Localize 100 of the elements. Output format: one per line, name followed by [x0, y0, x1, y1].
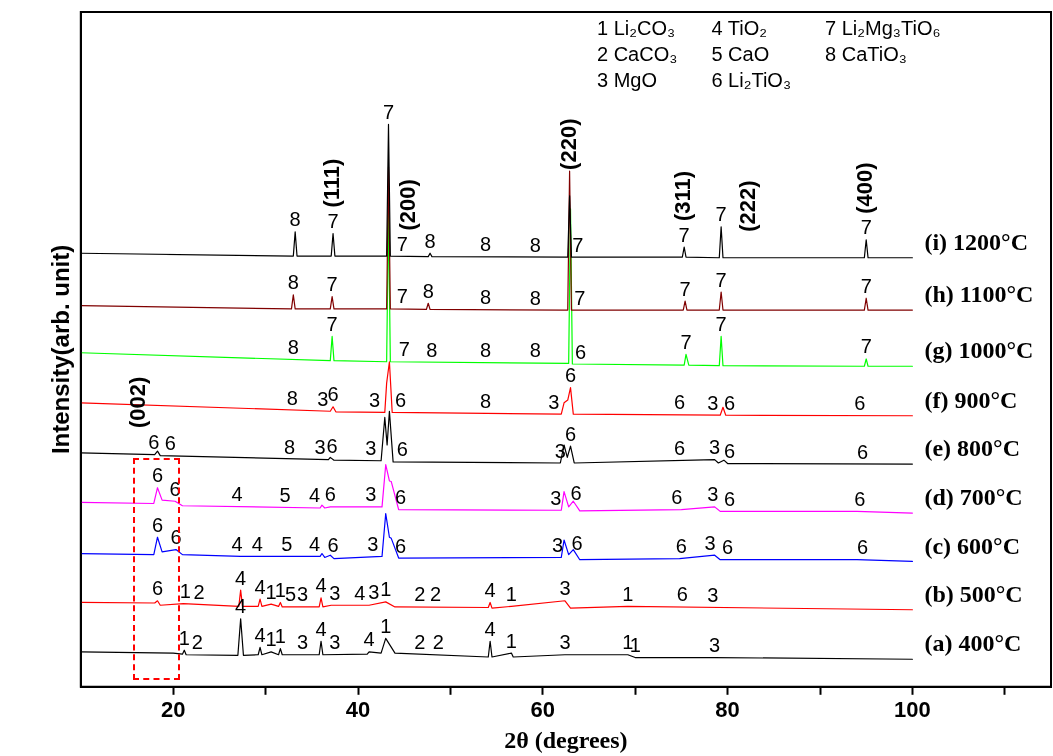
- series-label: (b) 500°C: [924, 580, 1023, 607]
- annotation: 6: [394, 388, 407, 411]
- annotation: 3: [552, 533, 564, 556]
- annotation: 5: [281, 532, 293, 555]
- annotation: 3: [548, 390, 560, 413]
- annotation: 6: [148, 431, 160, 454]
- annotation: 6: [854, 487, 866, 510]
- annotation: 6: [326, 435, 338, 458]
- annotation: 7: [572, 233, 584, 256]
- annotation: 5: [279, 483, 291, 506]
- annotation: 5: [284, 583, 297, 606]
- annotation: 6: [575, 340, 587, 363]
- annotation: 4: [235, 566, 247, 589]
- text: 4 TiO₂: [711, 17, 768, 41]
- annotation: 3: [365, 437, 377, 460]
- annotation: 3: [317, 387, 329, 410]
- annotation: 8: [479, 285, 492, 308]
- annotation: 6: [570, 481, 582, 504]
- annotation: 6: [723, 440, 736, 463]
- annotation: 8: [424, 229, 436, 252]
- annotation: 3: [559, 577, 571, 600]
- annotation: 7: [679, 277, 691, 300]
- annotation: 1: [622, 582, 634, 605]
- x-tick-label: 20: [160, 697, 186, 723]
- annotation: 2: [430, 583, 442, 606]
- text: 3 MgO: [597, 69, 659, 93]
- series-label: (e) 800°C: [924, 435, 1020, 462]
- annotation: 6: [151, 513, 164, 536]
- annotation: 6: [394, 534, 407, 557]
- annotation: 8: [529, 339, 541, 362]
- annotation: 3: [314, 436, 326, 459]
- annotation: 2: [414, 583, 426, 606]
- annotation: 2: [191, 631, 203, 654]
- x-tick-label: 60: [530, 697, 556, 723]
- annotation: 7: [715, 203, 727, 226]
- annotation: 7: [396, 232, 408, 255]
- annotation: 8: [479, 233, 492, 256]
- annotation: 3: [365, 483, 377, 506]
- series-label: (c) 600°C: [924, 532, 1020, 559]
- annotation: 3: [709, 634, 721, 657]
- annotation: 6: [856, 536, 869, 559]
- annotation: 1: [505, 582, 517, 605]
- annotation: 7: [382, 100, 395, 123]
- annotation: 7: [860, 274, 872, 297]
- text: 2 CaCO₃: [597, 43, 678, 67]
- annotation: 6: [676, 583, 688, 606]
- text: 8 CaTiO₃: [825, 43, 908, 67]
- series-label: (h) 1100°C: [924, 281, 1034, 308]
- annotation: 4: [484, 617, 496, 640]
- annotation: 8: [287, 271, 299, 294]
- annotation: 3: [707, 584, 719, 607]
- annotation: 7: [678, 223, 690, 246]
- series-label: (a) 400°C: [924, 630, 1022, 657]
- annotation: 3: [369, 388, 381, 411]
- annotation: 3: [707, 391, 719, 414]
- annotation: 7: [574, 286, 586, 309]
- annotation: 6: [722, 536, 734, 559]
- annotation: 4: [315, 574, 327, 597]
- annotation: 6: [854, 392, 866, 415]
- annotation: 4: [254, 623, 266, 646]
- x-tick-label: 100: [894, 697, 931, 723]
- x-axis-title: 2θ (degrees): [504, 726, 628, 753]
- annotation: 6: [327, 383, 339, 406]
- annotation: 3: [550, 486, 562, 509]
- annotation: 4: [231, 532, 243, 555]
- y-axis-title: Intensity(arb. unit): [47, 244, 75, 455]
- annotation: 7: [327, 210, 339, 233]
- annotation: 7: [860, 216, 872, 239]
- annotation: 6: [151, 464, 164, 487]
- annotation: 4: [231, 483, 243, 506]
- annotation: 8: [479, 339, 492, 362]
- annotation: 1: [179, 580, 191, 603]
- annotation: 8: [529, 233, 541, 256]
- annotation: 8: [529, 286, 541, 309]
- annotation: 6: [723, 487, 736, 510]
- annotation: 4: [484, 578, 496, 601]
- annotation: 6: [164, 432, 176, 455]
- annotation: 7: [715, 268, 727, 291]
- annotation: 8: [426, 338, 438, 361]
- annotation: 8: [289, 208, 301, 231]
- annotation: 6: [723, 391, 736, 414]
- series-label: (g) 1000°C: [924, 337, 1034, 364]
- annotation: 1: [178, 626, 190, 649]
- annotation: 4: [309, 484, 321, 507]
- annotation: 6: [673, 436, 686, 459]
- annotation: (400): [852, 162, 878, 214]
- annotation: 6: [327, 533, 339, 556]
- annotation: 3: [329, 581, 341, 604]
- annotation: 2: [193, 580, 205, 603]
- annotation: 3: [559, 631, 571, 654]
- annotation: 3: [707, 483, 719, 506]
- annotation: 8: [479, 390, 492, 413]
- annotation: 4: [309, 532, 321, 555]
- annotation: 2: [432, 631, 444, 654]
- annotation: (222): [734, 180, 760, 232]
- annotation: 3: [704, 532, 716, 555]
- annotation: 1: [505, 629, 517, 652]
- annotation: 6: [151, 577, 164, 600]
- annotation: 3: [368, 580, 380, 603]
- annotation: 6: [856, 440, 869, 463]
